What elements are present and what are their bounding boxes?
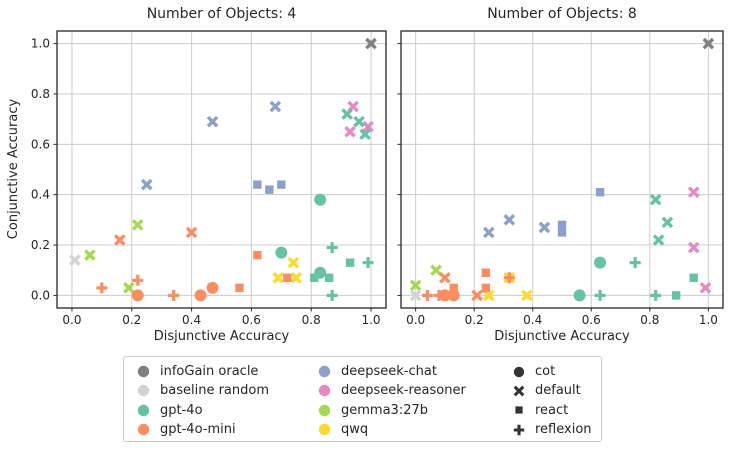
legend-label: deepseek-reasoner bbox=[341, 383, 466, 399]
legend-item-reflexion: reflexion bbox=[511, 420, 592, 439]
legend-label: baseline random bbox=[160, 383, 270, 399]
color-swatch-deepseek-chat bbox=[317, 364, 332, 379]
svg-text:0.8: 0.8 bbox=[31, 87, 50, 101]
legend-label: react bbox=[535, 402, 569, 418]
scatter-plot-objects-8: 0.0 0.2 0.4 0.6 0.8 1.0 bbox=[397, 30, 724, 327]
svg-text:0.2: 0.2 bbox=[31, 238, 50, 252]
square-marker-icon bbox=[511, 403, 526, 418]
y-axis-label: Conjunctive Accuracy bbox=[6, 98, 21, 240]
legend-label: reflexion bbox=[535, 422, 592, 438]
legend-column-strategies: cot default react reflexion bbox=[511, 362, 592, 439]
color-swatch-gemma3-27b bbox=[317, 403, 332, 418]
legend-label: gpt-4o bbox=[160, 402, 203, 418]
svg-text:0.6: 0.6 bbox=[242, 313, 261, 327]
svg-text:0.0: 0.0 bbox=[31, 288, 50, 302]
legend-label: gpt-4o-mini bbox=[160, 422, 236, 438]
circle-marker-icon bbox=[511, 364, 526, 379]
legend-item-gemma3-27b: gemma3:27b bbox=[317, 401, 466, 420]
legend-item-deepseek-reasoner: deepseek-reasoner bbox=[317, 381, 466, 400]
legend-label: qwq bbox=[341, 422, 369, 438]
legend-column-models-2: deepseek-chat deepseek-reasoner gemma3:2… bbox=[317, 362, 466, 439]
color-swatch-gpt-4o-mini bbox=[136, 422, 151, 437]
legend-item-qwq: qwq bbox=[317, 420, 466, 439]
legend-item-react: react bbox=[511, 401, 592, 420]
svg-text:1.0: 1.0 bbox=[361, 313, 380, 327]
plot-title-objects-8: Number of Objects: 8 bbox=[487, 6, 637, 22]
legend-label: default bbox=[535, 383, 581, 399]
x-marker-icon bbox=[511, 383, 526, 398]
x-axis-label-right: Disjunctive Accuracy bbox=[494, 329, 630, 344]
svg-text:0.2: 0.2 bbox=[122, 313, 141, 327]
svg-text:0.4: 0.4 bbox=[31, 188, 50, 202]
svg-text:0.4: 0.4 bbox=[182, 313, 201, 327]
svg-text:0.2: 0.2 bbox=[465, 313, 484, 327]
svg-text:0.6: 0.6 bbox=[31, 137, 50, 151]
svg-text:0.8: 0.8 bbox=[640, 313, 659, 327]
plot-title-objects-4: Number of Objects: 4 bbox=[146, 6, 297, 22]
svg-text:0.8: 0.8 bbox=[302, 313, 321, 327]
legend-item-cot: cot bbox=[511, 362, 592, 381]
legend: infoGain oracle baseline random gpt-4o g… bbox=[123, 356, 602, 442]
svg-text:1.0: 1.0 bbox=[31, 37, 50, 51]
color-swatch-baseline-random bbox=[136, 383, 151, 398]
color-swatch-qwq bbox=[317, 422, 332, 437]
svg-text:0.0: 0.0 bbox=[62, 313, 81, 327]
legend-label: gemma3:27b bbox=[341, 402, 428, 418]
svg-text:0.4: 0.4 bbox=[523, 313, 542, 327]
svg-text:1.0: 1.0 bbox=[699, 313, 718, 327]
legend-item-default: default bbox=[511, 381, 592, 400]
legend-item-gpt-4o: gpt-4o bbox=[136, 401, 269, 420]
legend-label: deepseek-chat bbox=[341, 364, 437, 380]
color-swatch-infogain-oracle bbox=[136, 364, 151, 379]
plus-marker-icon bbox=[511, 422, 526, 437]
color-swatch-gpt-4o bbox=[136, 403, 151, 418]
svg-text:0.0: 0.0 bbox=[406, 313, 425, 327]
color-swatch-deepseek-reasoner bbox=[317, 383, 332, 398]
svg-text:0.6: 0.6 bbox=[582, 313, 601, 327]
legend-item-baseline-random: baseline random bbox=[136, 381, 269, 400]
scatter-plot-objects-4: 0.0 0.0 0.2 0.2 0.4 0.4 0.6 0.6 0.8 0.8 1.0 1.0 bbox=[31, 30, 387, 327]
legend-column-models-1: infoGain oracle baseline random gpt-4o g… bbox=[136, 362, 269, 439]
legend-item-deepseek-chat: deepseek-chat bbox=[317, 362, 466, 381]
legend-item-gpt-4o-mini: gpt-4o-mini bbox=[136, 420, 269, 439]
legend-label: infoGain oracle bbox=[160, 364, 259, 380]
legend-label: cot bbox=[535, 364, 556, 380]
legend-item-infogain-oracle: infoGain oracle bbox=[136, 362, 269, 381]
x-axis-label-left: Disjunctive Accuracy bbox=[153, 329, 290, 344]
